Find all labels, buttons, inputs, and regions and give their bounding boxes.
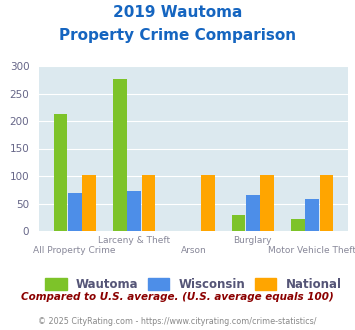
Text: 2019 Wautoma: 2019 Wautoma	[113, 5, 242, 20]
Text: Compared to U.S. average. (U.S. average equals 100): Compared to U.S. average. (U.S. average …	[21, 292, 334, 302]
Text: Motor Vehicle Theft: Motor Vehicle Theft	[268, 246, 355, 255]
Bar	[113, 79, 127, 231]
Bar	[291, 219, 305, 231]
Bar	[82, 175, 96, 231]
Legend: Wautoma, Wisconsin, National: Wautoma, Wisconsin, National	[40, 273, 346, 296]
Bar	[142, 175, 155, 231]
Text: Larceny & Theft: Larceny & Theft	[98, 236, 170, 245]
Text: All Property Crime: All Property Crime	[33, 246, 116, 255]
Text: Burglary: Burglary	[234, 236, 272, 245]
Bar	[68, 192, 82, 231]
Bar	[260, 175, 274, 231]
Bar	[320, 175, 333, 231]
Text: Arson: Arson	[181, 246, 206, 255]
Bar	[305, 199, 319, 231]
Bar	[232, 214, 245, 231]
Bar	[127, 191, 141, 231]
Text: Property Crime Comparison: Property Crime Comparison	[59, 28, 296, 43]
Bar	[201, 175, 214, 231]
Bar	[246, 195, 260, 231]
Bar	[54, 115, 67, 231]
Text: © 2025 CityRating.com - https://www.cityrating.com/crime-statistics/: © 2025 CityRating.com - https://www.city…	[38, 317, 317, 326]
